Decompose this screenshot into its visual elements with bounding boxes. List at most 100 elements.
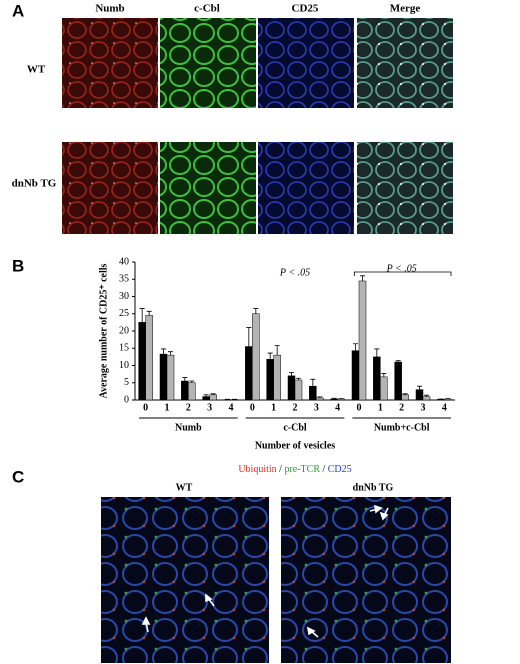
error-bar: [189, 380, 195, 383]
micrograph: [357, 142, 453, 234]
error-bar: [139, 308, 145, 323]
x-tick-label: 1: [165, 402, 170, 413]
bar: [273, 354, 281, 401]
error-bar: [395, 360, 401, 363]
error-bar: [168, 351, 173, 356]
error-bar: [417, 385, 422, 390]
y-tick-label: 40: [119, 256, 129, 267]
separator: /: [322, 464, 325, 475]
y-tick-label: 5: [124, 377, 129, 388]
micrograph: [258, 18, 354, 108]
bar: [444, 398, 452, 401]
column-header: CD25: [292, 3, 319, 15]
bar: [316, 397, 324, 401]
bar: [337, 398, 345, 401]
error-bar: [402, 393, 408, 395]
bar: [138, 322, 146, 401]
x-tick-label: 0: [250, 402, 255, 413]
micrograph: [62, 18, 158, 108]
error-bar: [360, 275, 365, 281]
panel-b: B Average number of CD25⁺ cells Number o…: [12, 256, 455, 451]
stain: pre-TCR: [284, 464, 320, 475]
y-tick-label: 25: [119, 308, 129, 319]
bar: [401, 394, 409, 401]
x-tick-label: 0: [143, 402, 148, 413]
error-bar: [331, 397, 337, 399]
error-bar: [317, 396, 323, 398]
error-bar: [267, 352, 273, 360]
micrograph: [357, 18, 453, 108]
x-tick-label: 2: [186, 402, 191, 413]
bar: [287, 375, 296, 401]
error-bar: [374, 348, 380, 357]
x-tick-label: 2: [293, 402, 298, 413]
x-tick-label: 2: [399, 402, 404, 413]
group-label: Numb: [175, 422, 202, 433]
bar: [351, 350, 360, 401]
x-tick-label: 4: [229, 402, 234, 413]
bar: [202, 396, 210, 401]
error-bar: [289, 372, 294, 376]
error-bar: [210, 393, 216, 395]
bar: [145, 315, 153, 401]
x-axis-label: Number of vesicles: [255, 440, 335, 451]
y-tick-label: 10: [119, 360, 129, 371]
error-bar: [381, 373, 387, 377]
y-tick-label: 30: [119, 291, 129, 302]
panel-a: A Numb c-Cbl CD25 Merge WT dnNb TG: [12, 1, 453, 234]
bar: [330, 398, 338, 401]
bar: [166, 354, 175, 401]
bar: [373, 356, 381, 401]
image-title: dnNb TG: [353, 482, 394, 493]
bar: [245, 346, 253, 401]
error-bar: [161, 348, 166, 355]
x-tick-label: 3: [207, 402, 212, 413]
group-label: c-Cbl: [283, 422, 307, 433]
bar: [380, 376, 388, 401]
arrows: [141, 504, 389, 638]
bar: [159, 353, 168, 401]
stain: CD25: [328, 464, 352, 475]
error-bar: [246, 327, 252, 347]
bar: [309, 385, 317, 401]
x-tick-label: 4: [335, 402, 340, 413]
error-bar: [253, 308, 259, 314]
error-bar: [353, 343, 358, 351]
error-bar: [296, 377, 301, 380]
micrograph: [281, 497, 451, 663]
bar: [415, 389, 424, 401]
x-tick-label: 1: [271, 402, 276, 413]
annotation: P < .05: [279, 267, 310, 278]
bar: [422, 396, 431, 401]
bar: [181, 380, 189, 401]
y-tick-label: 0: [124, 394, 129, 405]
error-bar: [274, 345, 280, 356]
row-label: dnNb TG: [12, 178, 57, 190]
error-bar: [182, 377, 188, 382]
micrograph: [101, 497, 269, 663]
x-tick-label: 0: [357, 402, 362, 413]
error-bar: [310, 378, 316, 387]
panel-label: A: [12, 1, 24, 20]
micrograph: [160, 18, 256, 108]
bracket: [353, 271, 452, 276]
bar: [252, 313, 260, 401]
row-label: WT: [27, 64, 46, 76]
x-tick-label: 3: [314, 402, 319, 413]
bar: [266, 359, 274, 401]
y-tick-label: 15: [119, 343, 129, 354]
micrograph: [160, 142, 256, 234]
panel-c: C Ubiquitin / pre-TCR / CD25 WT dnNb TG: [12, 464, 451, 663]
column-header: Numb: [95, 3, 124, 15]
micrograph: [258, 142, 354, 234]
error-bar: [203, 394, 209, 397]
x-tick-label: 3: [421, 402, 426, 413]
column-header: c-Cbl: [194, 3, 220, 15]
bar: [294, 379, 303, 401]
error-bar: [424, 394, 429, 397]
x-tick-label: 4: [442, 402, 447, 413]
column-header: Merge: [390, 3, 421, 15]
image-title: WT: [176, 482, 193, 493]
annotation: P < .05: [386, 263, 417, 274]
